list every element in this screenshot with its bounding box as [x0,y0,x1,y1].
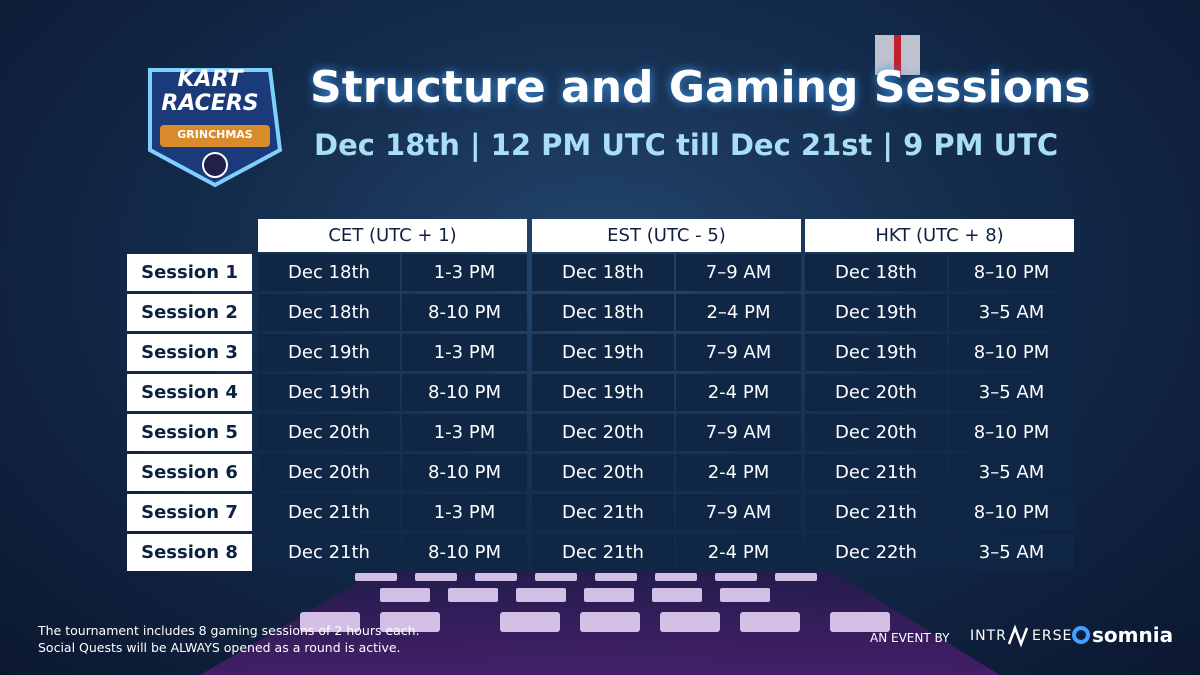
date-cell: Dec 18th [532,254,674,291]
date-cell: Dec 20th [805,374,947,411]
time-cell: 1-3 PM [402,494,527,531]
time-cell: 2–4 PM [676,294,801,331]
time-cell: 8-10 PM [402,294,527,331]
time-cell: 3–5 AM [949,454,1074,491]
time-cell: 1-3 PM [402,254,527,291]
date-cell: Dec 20th [258,414,400,451]
event-by: AN EVENT BY [870,631,950,645]
brand-right: ERSE [1032,628,1073,644]
date-cell: Dec 20th [532,414,674,451]
brand2-icon [1072,626,1090,644]
column-header: HKT (UTC + 8) [805,219,1074,252]
date-cell: Dec 20th [532,454,674,491]
time-cell: 8-10 PM [402,374,527,411]
date-cell: Dec 19th [258,374,400,411]
subtitle: Dec 18th | 12 PM UTC till Dec 21st | 9 P… [314,128,1059,162]
date-cell: Dec 18th [805,254,947,291]
time-cell: 8–10 PM [949,334,1074,371]
session-label: Session 7 [127,494,252,531]
time-cell: 2-4 PM [676,454,801,491]
date-cell: Dec 20th [258,454,400,491]
column-header: EST (UTC - 5) [532,219,801,252]
time-cell: 8–10 PM [949,254,1074,291]
date-cell: Dec 21th [805,454,947,491]
date-cell: Dec 21th [532,494,674,531]
time-cell: 8-10 PM [402,534,527,571]
session-label: Session 6 [127,454,252,491]
date-cell: Dec 21th [805,494,947,531]
time-cell: 3–5 AM [949,534,1074,571]
date-cell: Dec 19th [805,334,947,371]
time-cell: 1-3 PM [402,334,527,371]
title: Structure and Gaming Sessions [310,62,1091,113]
date-cell: Dec 22th [805,534,947,571]
logo-text: KART RACERS [150,68,270,116]
footer-note: The tournament includes 8 gaming session… [38,623,420,638]
date-cell: Dec 20th [805,414,947,451]
date-cell: Dec 19th [805,294,947,331]
time-cell: 7–9 AM [676,254,801,291]
date-cell: Dec 19th [258,334,400,371]
time-cell: 7–9 AM [676,414,801,451]
time-cell: 8–10 PM [949,414,1074,451]
logo-line: KART [177,67,243,92]
date-cell: Dec 21th [258,534,400,571]
logo-badge: GRINCHMAS [177,128,253,141]
session-label: Session 1 [127,254,252,291]
session-label: Session 5 [127,414,252,451]
date-cell: Dec 18th [258,294,400,331]
time-cell: 2-4 PM [676,534,801,571]
session-label: Session 8 [127,534,252,571]
footer-note: Social Quests will be ALWAYS opened as a… [38,640,401,655]
session-label: Session 3 [127,334,252,371]
date-cell: Dec 19th [532,334,674,371]
time-cell: 3–5 AM [949,294,1074,331]
date-cell: Dec 18th [532,294,674,331]
time-cell: 8–10 PM [949,494,1074,531]
time-cell: 7–9 AM [676,334,801,371]
time-cell: 1-3 PM [402,414,527,451]
date-cell: Dec 18th [258,254,400,291]
time-cell: 3–5 AM [949,374,1074,411]
session-label: Session 4 [127,374,252,411]
time-cell: 7–9 AM [676,494,801,531]
time-cell: 2-4 PM [676,374,801,411]
brand-left: INTR [970,628,1007,644]
time-cell: 8-10 PM [402,454,527,491]
logo-line: RACERS [161,91,259,116]
date-cell: Dec 21th [258,494,400,531]
brand2: somnia [1092,623,1174,647]
date-cell: Dec 19th [532,374,674,411]
column-header: CET (UTC + 1) [258,219,527,252]
brand-icon [1007,624,1029,648]
session-label: Session 2 [127,294,252,331]
date-cell: Dec 21th [532,534,674,571]
